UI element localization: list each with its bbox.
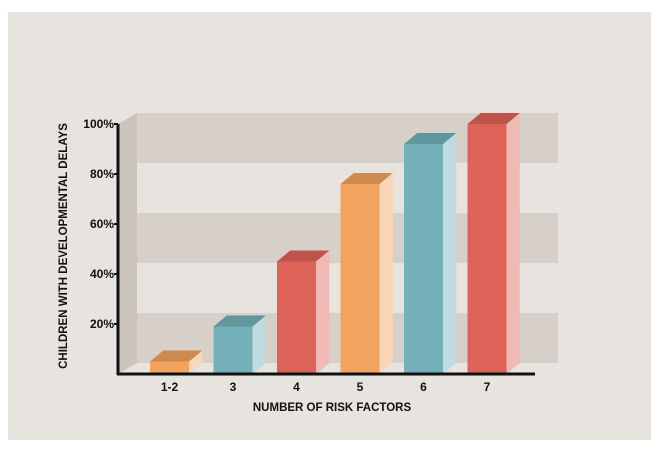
bar-top bbox=[150, 350, 203, 362]
y-tick-label: 80% bbox=[90, 167, 114, 181]
bar-6 bbox=[404, 133, 457, 374]
bar-side bbox=[189, 350, 203, 374]
bar-front bbox=[404, 144, 443, 374]
x-tick-label: 4 bbox=[293, 380, 300, 394]
y-tick-label: 40% bbox=[90, 267, 114, 281]
bars bbox=[150, 113, 520, 374]
y-axis-title: CHILDREN WITH DEVELOPMENTAL DELAYS bbox=[58, 123, 70, 369]
x-tick-label: 1-2 bbox=[161, 380, 179, 394]
bar-top bbox=[340, 173, 393, 184]
bar-1-2 bbox=[150, 350, 203, 374]
bar-front bbox=[213, 326, 253, 374]
x-tick-labels: 1-2 3 4 5 6 7 bbox=[161, 380, 491, 394]
y-tick-label: 20% bbox=[90, 317, 114, 331]
back-wall bbox=[118, 113, 137, 374]
bar-side bbox=[252, 315, 266, 374]
bar-front bbox=[340, 184, 380, 374]
bar-front bbox=[150, 361, 189, 374]
bar-7 bbox=[467, 113, 520, 374]
bar-side bbox=[506, 113, 520, 374]
bar-front bbox=[277, 261, 316, 374]
x-tick-label: 7 bbox=[484, 380, 491, 394]
bar-4 bbox=[277, 250, 330, 374]
bar-top bbox=[277, 250, 330, 262]
x-axis-title: NUMBER OF RISK FACTORS bbox=[253, 402, 412, 414]
y-tick-labels: 20% 40% 60% 80% 100% bbox=[83, 117, 118, 331]
y-tick-label: 100% bbox=[83, 117, 114, 131]
x-tick-label: 3 bbox=[230, 380, 237, 394]
bar-front bbox=[467, 124, 507, 374]
bar-top bbox=[213, 315, 266, 327]
bar-side bbox=[316, 250, 330, 374]
bar-side bbox=[443, 133, 457, 374]
left-wall bbox=[118, 113, 137, 374]
y-tick-label: 60% bbox=[90, 217, 114, 231]
bar-side bbox=[379, 173, 393, 374]
x-tick-label: 6 bbox=[420, 380, 427, 394]
bar-top bbox=[467, 113, 520, 124]
axes bbox=[116, 124, 535, 376]
bar-top bbox=[404, 133, 457, 144]
bar-3 bbox=[213, 315, 266, 374]
x-tick-label: 5 bbox=[357, 380, 364, 394]
bar-5 bbox=[340, 173, 393, 374]
